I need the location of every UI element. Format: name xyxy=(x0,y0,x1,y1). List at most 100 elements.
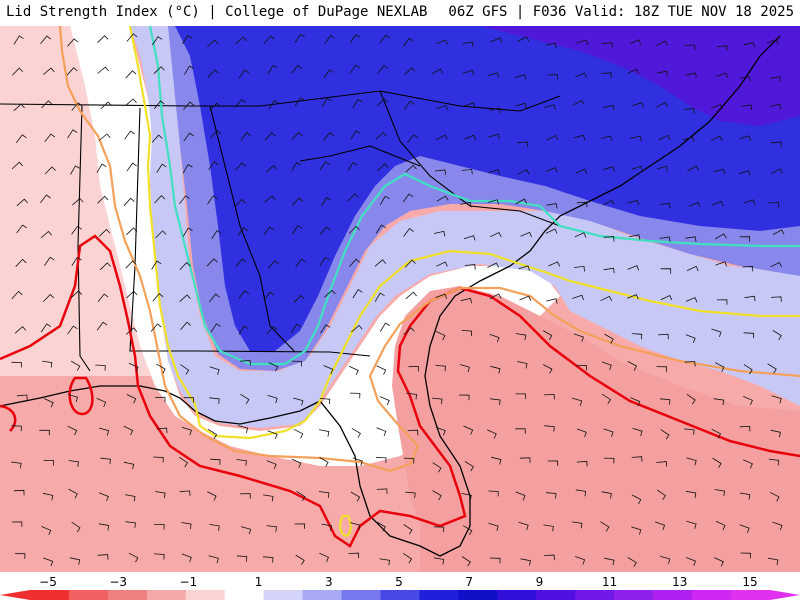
wind-barb xyxy=(654,521,666,531)
wind-barb xyxy=(11,361,22,368)
wind-barb xyxy=(179,294,191,302)
colorbar-swatch xyxy=(302,590,343,600)
wind-barb xyxy=(96,321,108,331)
wind-barb xyxy=(318,491,330,498)
wind-barb xyxy=(572,99,585,106)
wind-barb xyxy=(685,72,697,78)
wind-barb xyxy=(686,393,696,405)
wind-barb xyxy=(688,201,701,208)
wind-barb xyxy=(743,396,753,406)
wind-barb xyxy=(515,428,526,434)
wind-barb xyxy=(99,133,111,141)
wind-barb xyxy=(768,202,780,208)
wind-barb xyxy=(379,34,390,44)
wind-barb xyxy=(656,101,668,108)
wind-barb xyxy=(153,66,165,75)
wind-barb xyxy=(290,323,302,333)
wind-barb xyxy=(154,524,165,530)
wind-barb xyxy=(376,488,388,494)
wind-barb xyxy=(431,68,444,75)
wind-barb xyxy=(603,267,615,274)
wind-barb xyxy=(464,264,476,270)
wind-barb xyxy=(660,268,672,274)
wind-barb xyxy=(209,397,220,404)
wind-barb xyxy=(489,557,501,564)
wind-barb xyxy=(600,135,613,141)
wind-barb xyxy=(263,494,274,502)
colorbar-tick-label: 3 xyxy=(324,575,333,589)
wind-barb xyxy=(461,330,473,337)
wind-barb xyxy=(627,265,640,271)
wind-barb xyxy=(268,260,279,269)
wind-barb xyxy=(711,103,723,110)
colorbar-tick-label: −1 xyxy=(179,575,198,589)
wind-barb xyxy=(100,457,111,465)
wind-barb xyxy=(571,521,583,529)
wind-barb xyxy=(433,526,445,533)
wind-barb xyxy=(435,365,446,372)
colorbar-tick-label: 11 xyxy=(601,575,618,589)
wind-barb xyxy=(488,169,500,175)
wind-barb xyxy=(488,133,500,139)
wind-barb xyxy=(349,258,361,267)
wind-barb xyxy=(128,552,139,563)
colorbar-swatch xyxy=(30,590,70,600)
lid-strength-map xyxy=(0,26,800,572)
wind-barb xyxy=(660,294,673,301)
wind-barb xyxy=(405,291,417,300)
wind-barb xyxy=(459,394,470,401)
wind-barb xyxy=(576,460,588,467)
wind-barb xyxy=(379,322,390,332)
colorbar-tick-label: 7 xyxy=(465,575,474,589)
wind-barb xyxy=(772,330,782,341)
wind-barb xyxy=(323,365,334,375)
colorbar-swatch xyxy=(185,590,226,600)
wind-barb xyxy=(490,365,501,374)
wind-barb xyxy=(151,260,162,270)
wind-barb xyxy=(321,97,332,108)
wind-barb xyxy=(237,425,249,433)
colorbar-tick-label: 1 xyxy=(254,575,263,589)
wind-barb xyxy=(685,236,697,242)
wind-barb xyxy=(11,425,22,432)
wind-barb xyxy=(13,103,25,112)
wind-barb xyxy=(70,360,81,371)
colorbar-swatch xyxy=(263,590,304,600)
wind-barb xyxy=(123,425,134,436)
wind-barb xyxy=(739,524,750,533)
wind-barb xyxy=(69,557,81,565)
wind-barb xyxy=(575,489,587,497)
wind-barb xyxy=(630,397,641,407)
wind-barb xyxy=(97,66,109,74)
wind-barb xyxy=(319,256,330,266)
wind-barb xyxy=(740,552,752,559)
wind-barb xyxy=(97,293,109,303)
wind-barb xyxy=(487,72,500,78)
wind-barb xyxy=(743,459,753,469)
wind-barb xyxy=(768,458,780,466)
wind-barb xyxy=(377,64,389,74)
wind-barb xyxy=(126,33,138,42)
wind-barb xyxy=(547,74,558,80)
wind-barb xyxy=(374,292,385,302)
wind-barb xyxy=(95,364,106,371)
wind-barb xyxy=(544,104,556,110)
wind-barb xyxy=(240,526,252,535)
wind-barb xyxy=(263,35,275,44)
wind-barb xyxy=(262,556,274,563)
wind-barb xyxy=(68,460,79,467)
wind-barb xyxy=(573,134,586,141)
wind-barb xyxy=(545,228,558,234)
wind-barb xyxy=(352,98,363,109)
colorbar-swatch xyxy=(692,590,732,600)
wind-barb xyxy=(319,457,329,467)
wind-barb xyxy=(266,525,277,532)
wind-barb xyxy=(461,168,473,175)
wind-barb xyxy=(235,36,247,45)
wind-barb xyxy=(350,491,361,502)
wind-barb xyxy=(407,429,419,436)
wind-barb xyxy=(184,65,195,75)
wind-barb xyxy=(43,460,54,466)
wind-barb xyxy=(268,100,279,110)
wind-barb xyxy=(323,69,334,79)
